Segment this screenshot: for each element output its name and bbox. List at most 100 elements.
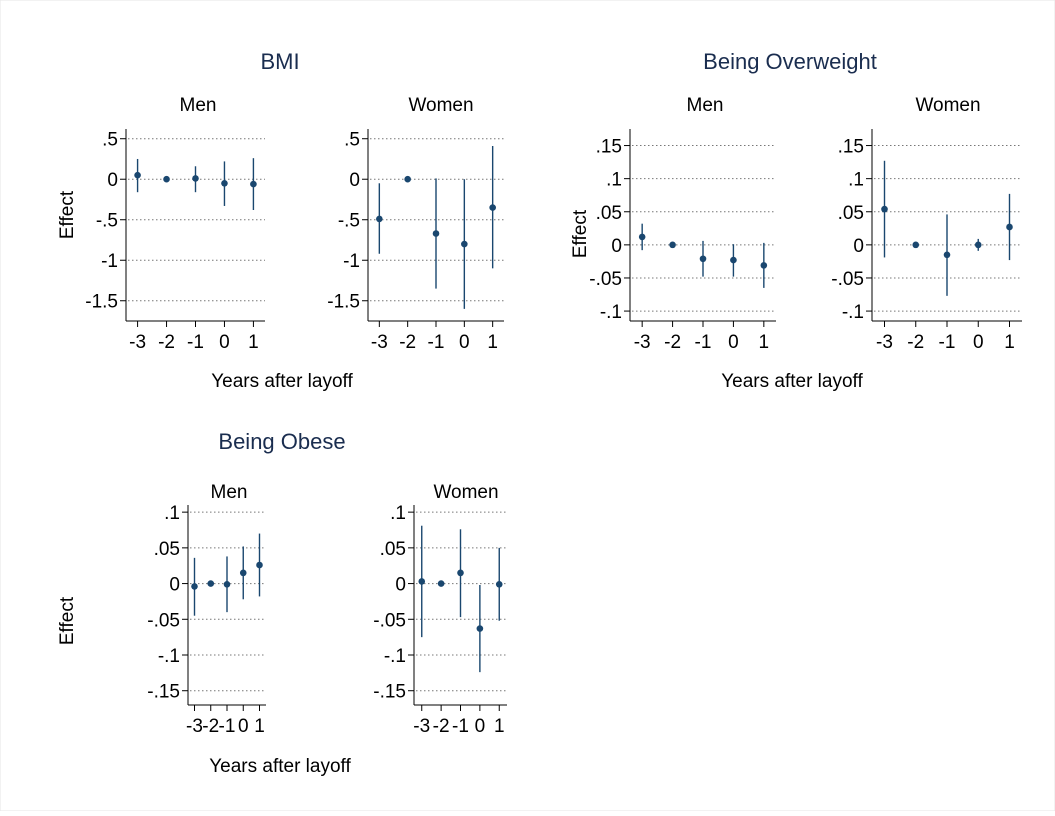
chart-3-panel-men-x-tick-label: -2 bbox=[202, 716, 219, 737]
chart-3-panel-men-point bbox=[191, 583, 198, 590]
chart-2-panel-women-point bbox=[943, 251, 951, 259]
chart-3-panel-women-point bbox=[437, 580, 445, 587]
chart-3-panel-men-point bbox=[207, 580, 215, 587]
chart-3-panel-women-point bbox=[476, 625, 484, 632]
chart-3-panel-women-y-tick-label: .1 bbox=[390, 503, 406, 524]
chart-3-panel-women-x-tick-label: -3 bbox=[413, 716, 430, 737]
chart-2-panel-women-point bbox=[1006, 223, 1013, 231]
chart-2-panel-men-point bbox=[760, 262, 768, 269]
chart-1-panel-men-y-tick-label: -1.5 bbox=[85, 292, 118, 313]
chart-2-panel-men-y-tick-label: .05 bbox=[596, 203, 622, 224]
chart-3-panel-women-point bbox=[457, 569, 464, 577]
chart-2-panel-men-x-tick-label: -1 bbox=[695, 332, 712, 353]
chart-1-panel-women-x-tick-label: -1 bbox=[428, 332, 445, 353]
chart-3-panel-women-x-tick-label: -1 bbox=[452, 716, 469, 737]
chart-3-panel-men-x-tick-label: 1 bbox=[254, 716, 265, 737]
chart-3-panel-women-point bbox=[495, 580, 503, 588]
chart-1-x-axis-title: Years after layoff bbox=[211, 371, 353, 392]
chart-2-panel-women-x-tick-label: -1 bbox=[939, 332, 956, 353]
chart-1-panel-women-point bbox=[404, 175, 411, 183]
chart-2-panel-women-point bbox=[912, 241, 920, 249]
chart-2-panel-women-x-tick-label: -3 bbox=[876, 332, 893, 353]
chart-1-panel-women-point bbox=[376, 215, 383, 223]
chart-1-panel-women-y-tick-label: -1.5 bbox=[327, 292, 360, 313]
chart-1-panel-men-title: Men bbox=[180, 95, 217, 116]
chart-3-title: Being Obese bbox=[218, 429, 345, 454]
chart-2-panel-men-x-tick-label: -2 bbox=[664, 332, 681, 353]
chart-3-panel-women-y-tick-label: .05 bbox=[380, 539, 406, 560]
chart-3-panel-men-y-tick-label: -.15 bbox=[147, 682, 180, 703]
chart-3-panel-men-x-tick-label: -3 bbox=[186, 716, 203, 737]
chart-1-panel-men-point bbox=[134, 171, 141, 179]
chart-2-panel-men-y-tick-label: -.1 bbox=[600, 302, 622, 323]
chart-3-panel-women-x-tick-label: 0 bbox=[475, 716, 486, 737]
chart-3-panel-men-point bbox=[256, 561, 263, 569]
chart-1-title: BMI bbox=[260, 49, 299, 74]
chart-3-panel-women-y-tick-label: -.1 bbox=[384, 646, 406, 667]
chart-3-panel-men-x-tick-label: 0 bbox=[238, 716, 249, 737]
chart-1-panel-men-y-tick-label: .5 bbox=[102, 130, 118, 151]
chart-2-panel-women-y-tick-label: .05 bbox=[838, 203, 864, 224]
chart-1-panel-men-x-tick-label: 1 bbox=[248, 332, 259, 353]
chart-1-panel-women-point bbox=[461, 240, 468, 248]
chart-2-x-axis-title: Years after layoff bbox=[721, 371, 863, 392]
chart-2-panel-women-x-tick-label: 0 bbox=[973, 332, 984, 353]
chart-2-panel-men-point bbox=[669, 241, 676, 249]
chart-3-panel-women-y-tick-label: -.05 bbox=[373, 610, 406, 631]
chart-2-panel-women-x-tick-label: 1 bbox=[1004, 332, 1015, 353]
chart-2-panel-men-y-tick-label: 0 bbox=[611, 236, 622, 257]
chart-2-panel-men-y-tick-label: .15 bbox=[596, 137, 622, 158]
chart-3-panel-men-point bbox=[239, 569, 247, 577]
chart-1-panel-men-x-tick-label: 0 bbox=[219, 332, 230, 353]
chart-3-panel-men-x-tick-label: -1 bbox=[219, 716, 236, 737]
chart-1-panel-women-x-tick-label: -3 bbox=[371, 332, 388, 353]
chart-1-panel-women-x-tick-label: -2 bbox=[399, 332, 416, 353]
chart-1-panel-men-y-tick-label: -1 bbox=[101, 251, 118, 272]
chart-3-panel-men-y-tick-label: 0 bbox=[169, 575, 180, 596]
chart-3-panel-women-y-tick-label: -.15 bbox=[373, 682, 406, 703]
chart-2-panel-men-x-tick-label: 1 bbox=[759, 332, 770, 353]
chart-2-panel-women-y-tick-label: .15 bbox=[838, 137, 864, 158]
chart-2-panel-women-title: Women bbox=[915, 95, 980, 116]
chart-1-panel-men-point bbox=[163, 175, 170, 183]
chart-3-panel-men-point bbox=[223, 580, 231, 588]
chart-2-panel-women-x-tick-label: -2 bbox=[907, 332, 924, 353]
chart-1-panel-men-y-tick-label: 0 bbox=[107, 170, 118, 191]
chart-3-panel-men-y-tick-label: .1 bbox=[164, 503, 180, 524]
chart-1-panel-women-x-tick-label: 0 bbox=[459, 332, 470, 353]
chart-1-panel-women-point bbox=[489, 204, 496, 211]
chart-3-panel-women-x-tick-label: -2 bbox=[433, 716, 450, 737]
chart-1-panel-men-y-tick-label: -.5 bbox=[96, 211, 118, 232]
chart-2-panel-men-title: Men bbox=[687, 95, 724, 116]
chart-1-panel-women-point bbox=[432, 230, 440, 237]
chart-1-panel-women-x-tick-label: 1 bbox=[487, 332, 498, 353]
chart-2-panel-women-y-tick-label: 0 bbox=[853, 236, 864, 257]
chart-1-y-axis-title: Effect bbox=[57, 190, 78, 239]
chart-2-panel-men-y-tick-label: .1 bbox=[606, 170, 622, 191]
chart-2-panel-men-x-tick-label: 0 bbox=[728, 332, 739, 353]
chart-3-panel-men-y-tick-label: -.05 bbox=[147, 610, 180, 631]
chart-2-panel-men-x-tick-label: -3 bbox=[634, 332, 651, 353]
chart-1-panel-men-x-tick-label: -2 bbox=[158, 332, 175, 353]
chart-2-panel-women-y-tick-label: -.05 bbox=[831, 269, 864, 290]
chart-3-panel-men-y-tick-label: .05 bbox=[154, 539, 180, 560]
chart-3-panel-women-x-tick-label: 1 bbox=[494, 716, 505, 737]
chart-1-panel-women-y-tick-label: -.5 bbox=[338, 211, 360, 232]
chart-3-panel-women-y-tick-label: 0 bbox=[395, 575, 406, 596]
chart-2-panel-men-y-tick-label: -.05 bbox=[589, 269, 622, 290]
chart-3-panel-men-title: Men bbox=[211, 482, 248, 503]
chart-1-panel-men-x-tick-label: -3 bbox=[129, 332, 146, 353]
chart-2-y-axis-title: Effect bbox=[570, 209, 591, 258]
chart-2-panel-men-point bbox=[730, 256, 737, 264]
chart-1-panel-men-point bbox=[221, 179, 228, 187]
chart-3-panel-men-y-tick-label: -.1 bbox=[158, 646, 180, 667]
chart-2-panel-men-point bbox=[699, 255, 707, 263]
chart-3-panel-women-title: Women bbox=[433, 482, 498, 503]
chart-2-title: Being Overweight bbox=[703, 49, 877, 74]
chart-2-panel-women-point bbox=[974, 241, 982, 249]
chart-1-panel-women-y-tick-label: -1 bbox=[343, 251, 360, 272]
chart-2-panel-men-point bbox=[638, 233, 646, 241]
chart-1-panel-men-x-tick-label: -1 bbox=[187, 332, 204, 353]
